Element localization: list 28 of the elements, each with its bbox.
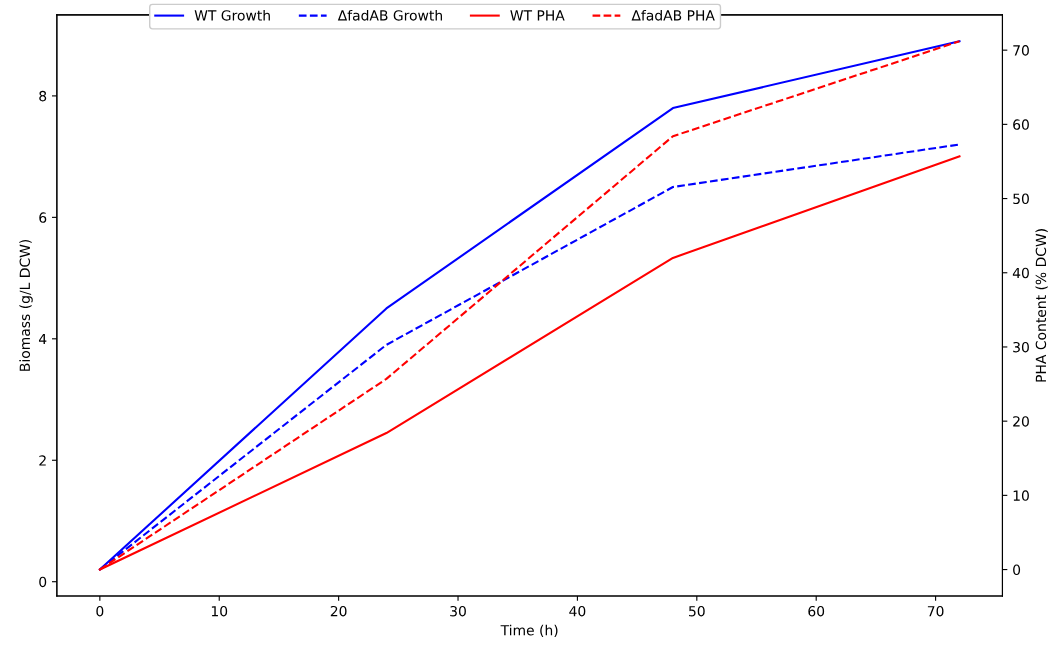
y2-tick-label: 70 — [1013, 45, 1029, 56]
legend-label: WT PHA — [510, 10, 565, 21]
y-tick-label: 8 — [39, 90, 47, 102]
x-tick-label: 20 — [330, 605, 347, 617]
y-tick-label: 6 — [39, 212, 47, 223]
legend-label: ΔfadAB PHA — [631, 9, 715, 21]
y-tick-label: 4 — [38, 333, 47, 345]
y2-tick-label: 10 — [1013, 490, 1029, 501]
y-axis-title: Biomass (g/L DCW) — [19, 239, 33, 371]
y2-tick-label: 50 — [1013, 193, 1029, 205]
y-tick-label: 2 — [39, 455, 46, 466]
x-tick-label: 0 — [96, 605, 104, 617]
y2-tick-label: 20 — [1013, 416, 1029, 427]
x-tick-label: 10 — [211, 605, 228, 617]
x-tick-label: 30 — [450, 605, 466, 617]
y2-tick-label: 0 — [1013, 564, 1021, 576]
x-tick-label: 50 — [689, 605, 705, 617]
y2-tick-label: 40 — [1012, 267, 1029, 279]
y2-tick-label: 60 — [1013, 119, 1029, 130]
x-tick-label: 70 — [927, 605, 944, 617]
x-axis-title: Time (h) — [500, 624, 558, 638]
legend-label: WT Growth — [194, 9, 270, 21]
x-tick-label: 60 — [808, 605, 825, 617]
x-tick-label: 40 — [569, 605, 586, 617]
y2-axis-title: PHA Content (% DCW) — [1035, 229, 1048, 382]
y-tick-label: 0 — [39, 576, 47, 588]
y2-tick-label: 30 — [1013, 341, 1029, 353]
legend-label: ΔfadAB Growth — [337, 9, 442, 21]
